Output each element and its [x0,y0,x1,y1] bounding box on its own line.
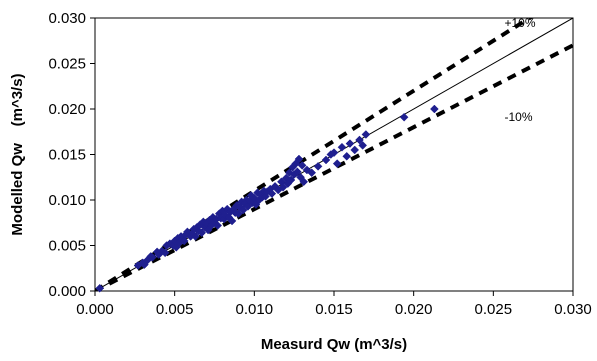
data-point [361,130,371,139]
data-point [355,135,364,145]
x-tick-label: 0.000 [76,301,114,318]
data-point [191,232,200,241]
x-axis-title: Measurd Qw (m^3/s) [261,336,407,353]
data-point [342,151,352,161]
reference-lines [95,18,573,291]
data-point [238,205,248,215]
data-point [358,141,368,150]
x-tick-label: 0.020 [395,301,433,318]
data-point [294,154,304,164]
data-point [222,204,232,214]
annotation-plus-10: +10% [504,16,535,30]
data-point [292,167,302,177]
y-tick-label: 0.020 [48,101,86,118]
data-point [197,228,207,238]
data-point [148,252,157,262]
data-point [345,139,355,148]
data-point [286,175,296,185]
y-tick-label: 0.010 [48,192,86,209]
data-point [160,248,170,258]
data-point [329,148,339,158]
data-point [321,155,331,165]
data-point [399,112,409,122]
data-point [350,145,360,155]
data-points [95,104,439,293]
y-tick-label: 0.015 [48,147,86,164]
data-point [179,236,189,246]
x-tick-label: 0.005 [156,301,194,318]
data-point [337,142,347,152]
annotation-minus-10: -10% [504,110,532,124]
data-point [313,161,323,171]
data-point [95,283,105,293]
x-tick-label: 0.010 [236,301,274,318]
x-tick-label: 0.015 [315,301,353,318]
data-point [307,168,317,178]
x-tick-label: 0.025 [475,301,513,318]
data-point [267,189,277,198]
data-point [246,191,256,200]
data-point [227,216,237,226]
axes: 0.000 0.005 0.010 0.015 0.020 0.025 0.030 0.000… [48,10,591,318]
data-point [332,159,342,168]
data-point [299,177,309,187]
data-point [297,161,307,170]
annotations: +10% -10% [504,16,535,124]
reference-line-one-to-one [95,18,573,291]
data-point [213,221,223,230]
y-tick-label: 0.000 [48,283,86,300]
data-point [430,104,439,114]
y-tick-label: 0.005 [48,238,86,255]
data-point [234,209,243,219]
x-tick-label: 0.030 [554,301,592,318]
y-tick-label: 0.025 [48,56,86,73]
y-tick-label: 0.030 [48,10,86,27]
data-point [278,182,288,192]
y-axis-title: Modelled Qw (m^3/s) [9,73,26,235]
data-point [285,168,294,178]
